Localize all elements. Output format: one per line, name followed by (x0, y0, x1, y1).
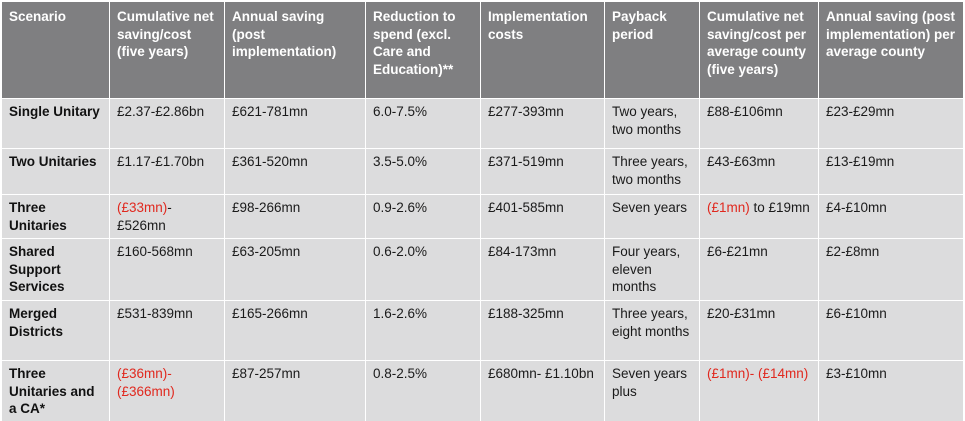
reduction-cell: 0.8-2.5% (366, 361, 481, 421)
scenario-cell: Two Unitaries (2, 149, 110, 195)
county-cumulative-cell: (£1mn) to £19mn (700, 195, 819, 239)
table-row: Three Unitaries and a CA* (£36mn)- (£366m… (2, 361, 963, 421)
value-text: £1.17-£1.70bn (117, 154, 205, 169)
implementation-cell: £401-585mn (481, 195, 605, 239)
county-cumulative-cell: £88-£106mn (700, 99, 819, 149)
county-annual-cell: £6-£10mn (819, 301, 963, 361)
negative-value: (£1mn) (707, 200, 750, 215)
value-text: £6-£21mn (707, 244, 768, 259)
county-annual-cell: £4-£10mn (819, 195, 963, 239)
payback-cell: Three years, two months (605, 149, 700, 195)
table-row: Single Unitary £2.37-£2.86bn £621-781mn 6.0… (2, 99, 963, 149)
county-annual-cell: £3-£10mn (819, 361, 963, 421)
annual-saving-cell: £361-520mn (225, 149, 366, 195)
scenario-cell: Merged Districts (2, 301, 110, 361)
header-annual: Annual saving (post implementation) (225, 2, 366, 99)
county-annual-cell: £2-£8mn (819, 239, 963, 301)
value-text: £20-£31mn (707, 306, 776, 321)
payback-cell: Seven years (605, 195, 700, 239)
header-implementation: Implementation costs (481, 2, 605, 99)
header-county-annual: Annual saving (post implementation) per … (819, 2, 963, 99)
negative-value: (£1mn)- (£14mn) (707, 366, 809, 381)
cumulative-cell: (£36mn)- (£366mn) (110, 361, 225, 421)
value-text: £88-£106mn (707, 104, 783, 119)
reduction-cell: 0.9-2.6% (366, 195, 481, 239)
header-cumulative: Cumulative net saving/cost (five years) (110, 2, 225, 99)
table-row: Three Unitaries (£33mn)- £526mn £98-266mn 0… (2, 195, 963, 239)
annual-saving-cell: £98-266mn (225, 195, 366, 239)
header-payback: Payback period (605, 2, 700, 99)
county-annual-cell: £23-£29mn (819, 99, 963, 149)
cumulative-cell: (£33mn)- £526mn (110, 195, 225, 239)
annual-saving-cell: £165-266mn (225, 301, 366, 361)
annual-saving-cell: £63-205mn (225, 239, 366, 301)
county-cumulative-cell: £43-£63mn (700, 149, 819, 195)
implementation-cell: £371-519mn (481, 149, 605, 195)
scenario-cell: Three Unitaries and a CA* (2, 361, 110, 421)
negative-value: (£33mn) (117, 200, 168, 215)
cumulative-cell: £160-568mn (110, 239, 225, 301)
header-scenario: Scenario (2, 2, 110, 99)
implementation-cell: £680mn- £1.10bn (481, 361, 605, 421)
reduction-cell: 6.0-7.5% (366, 99, 481, 149)
value-text: £43-£63mn (707, 154, 776, 169)
annual-saving-cell: £87-257mn (225, 361, 366, 421)
payback-cell: Two years, two months (605, 99, 700, 149)
county-annual-cell: £13-£19mn (819, 149, 963, 195)
reduction-cell: 1.6-2.6% (366, 301, 481, 361)
scenario-cell: Shared Support Services (2, 239, 110, 301)
payback-cell: Four years, eleven months (605, 239, 700, 301)
annual-saving-cell: £621-781mn (225, 99, 366, 149)
county-cumulative-cell: £20-£31mn (700, 301, 819, 361)
implementation-cell: £84-173mn (481, 239, 605, 301)
implementation-cell: £277-393mn (481, 99, 605, 149)
county-cumulative-cell: £6-£21mn (700, 239, 819, 301)
table-row: Merged Districts £531-839mn £165-266mn 1.6-… (2, 301, 963, 361)
scenario-cell: Three Unitaries (2, 195, 110, 239)
scenario-cell: Single Unitary (2, 99, 110, 149)
value-text: - £526mn (117, 200, 172, 233)
reduction-cell: 3.5-5.0% (366, 149, 481, 195)
table-body: Single Unitary £2.37-£2.86bn £621-781mn 6.0… (2, 99, 963, 421)
cumulative-cell: £1.17-£1.70bn (110, 149, 225, 195)
header-row: Scenario Cumulative net saving/cost (fiv… (2, 2, 963, 99)
value-text: £531-839mn (117, 306, 193, 321)
reduction-cell: 0.6-2.0% (366, 239, 481, 301)
payback-cell: Three years, eight months (605, 301, 700, 361)
cumulative-cell: £531-839mn (110, 301, 225, 361)
county-cumulative-cell: (£1mn)- (£14mn) (700, 361, 819, 421)
header-reduction: Reduction to spend (excl. Care and Educa… (366, 2, 481, 99)
value-text: £160-568mn (117, 244, 193, 259)
value-text: to £19mn (749, 200, 810, 215)
header-county-cumulative: Cumulative net saving/cost per average c… (700, 2, 819, 99)
implementation-cell: £188-325mn (481, 301, 605, 361)
table-row: Shared Support Services £160-568mn £63-205… (2, 239, 963, 301)
payback-cell: Seven years plus (605, 361, 700, 421)
table-row: Two Unitaries £1.17-£1.70bn £361-520mn 3.5-… (2, 149, 963, 195)
negative-value: (£36mn)- (£366mn) (117, 366, 175, 399)
cumulative-cell: £2.37-£2.86bn (110, 99, 225, 149)
value-text: £2.37-£2.86bn (117, 104, 205, 119)
